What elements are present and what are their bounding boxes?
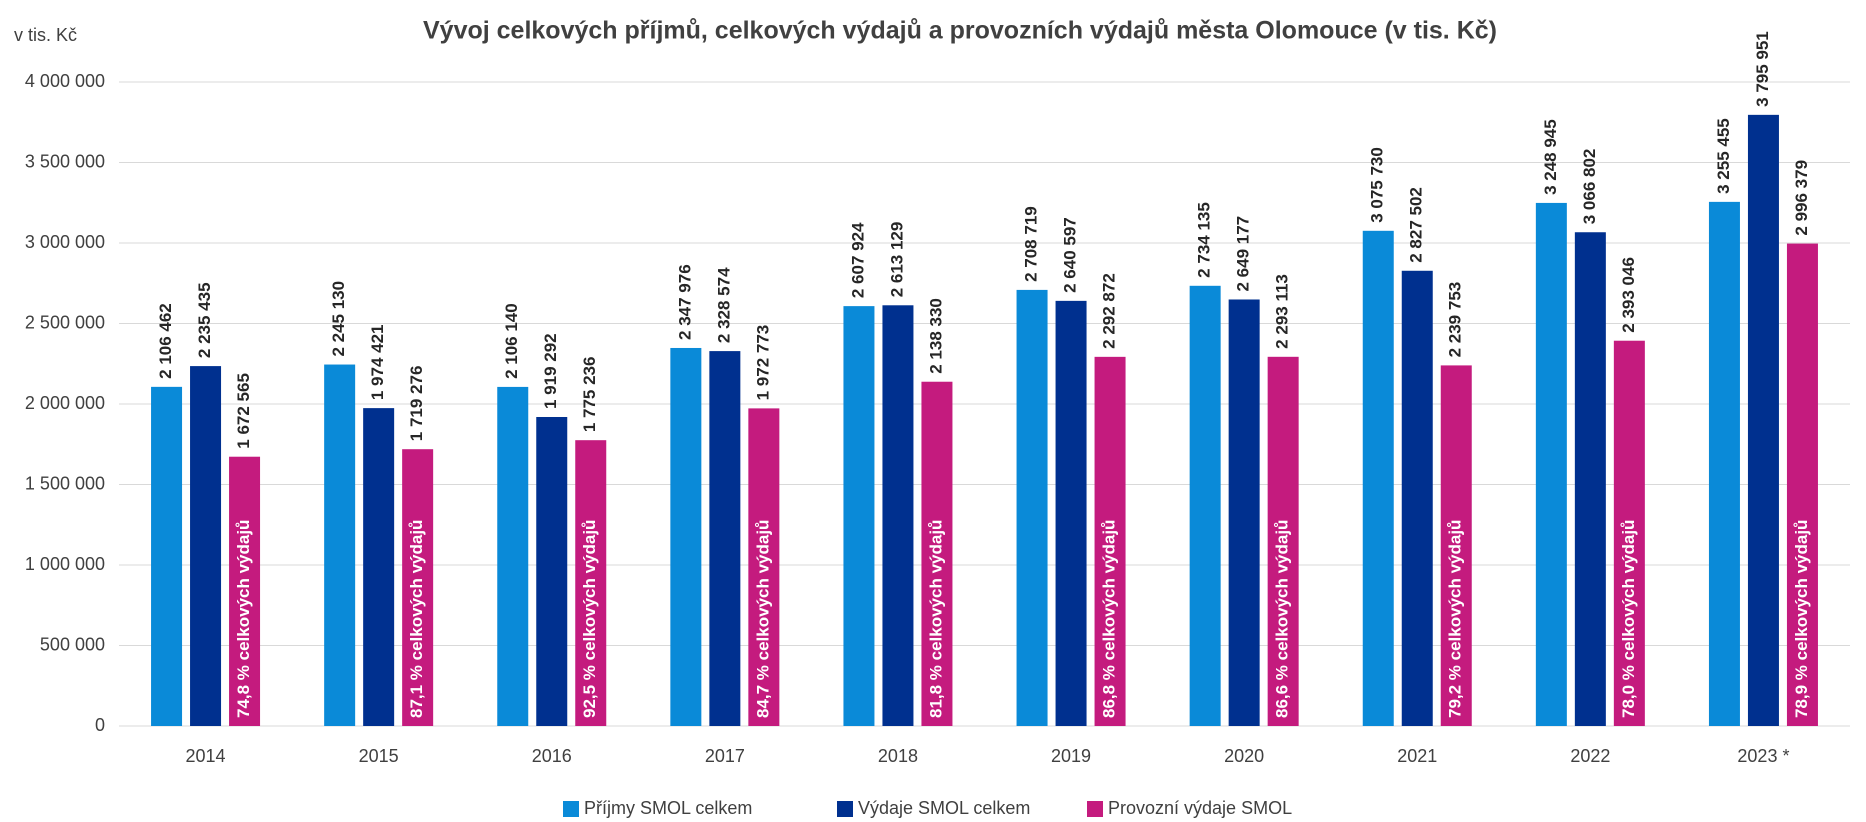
value-label: 2 607 924 <box>848 222 867 298</box>
y-tick-label: 3 500 000 <box>25 151 105 171</box>
bar <box>1440 365 1472 726</box>
x-tick-label: 2014 <box>186 746 226 766</box>
value-label: 2 239 753 <box>1446 282 1465 358</box>
x-tick-label: 2021 <box>1397 746 1437 766</box>
bar <box>1401 270 1433 726</box>
bar <box>1613 340 1645 726</box>
value-label: 3 066 802 <box>1580 149 1599 225</box>
x-tick-label: 2016 <box>532 746 572 766</box>
bar <box>497 386 529 726</box>
legend-label: Příjmy SMOL celkem <box>584 798 752 818</box>
value-label: 2 106 140 <box>502 303 521 379</box>
bar <box>748 408 780 726</box>
bar <box>363 408 395 726</box>
bar <box>1574 232 1606 726</box>
value-label: 2 393 046 <box>1619 257 1638 333</box>
y-tick-label: 1 000 000 <box>25 554 105 574</box>
value-label: 2 613 129 <box>887 222 906 298</box>
bar <box>190 366 222 726</box>
x-tick-label: 2019 <box>1051 746 1091 766</box>
bar-annotation: 86,8 % celkových výdajů <box>1100 520 1119 718</box>
bar <box>709 351 741 726</box>
y-tick-label: 4 000 000 <box>25 71 105 91</box>
bar <box>151 386 183 726</box>
bar-annotation: 74,8 % celkových výdajů <box>234 520 253 718</box>
value-label: 1 919 292 <box>541 333 560 409</box>
value-label: 2 235 435 <box>195 282 214 358</box>
value-label: 1 775 236 <box>580 357 599 433</box>
bar <box>843 306 875 726</box>
value-label: 2 734 135 <box>1195 202 1214 278</box>
bar <box>1094 356 1126 726</box>
y-tick-label: 2 000 000 <box>25 393 105 413</box>
value-label: 2 708 719 <box>1022 206 1041 282</box>
bar <box>402 449 434 726</box>
value-label: 3 075 730 <box>1368 147 1387 223</box>
bar <box>1535 202 1567 726</box>
value-label: 2 138 330 <box>926 298 945 374</box>
y-axis-label: v tis. Kč <box>14 25 77 45</box>
y-tick-label: 0 <box>95 715 105 735</box>
y-tick-label: 1 500 000 <box>25 473 105 493</box>
bar-annotation: 86,6 % celkových výdajů <box>1273 520 1292 718</box>
bar-annotation: 81,8 % celkových výdajů <box>926 520 945 718</box>
value-label: 3 255 455 <box>1714 118 1733 194</box>
value-label: 1 672 565 <box>234 373 253 449</box>
bar <box>1055 300 1087 726</box>
bar-annotation: 78,0 % celkových výdajů <box>1619 520 1638 718</box>
bar <box>1708 201 1740 726</box>
value-label: 2 292 872 <box>1100 273 1119 349</box>
bar <box>1362 230 1394 726</box>
legend-swatch <box>1087 801 1103 817</box>
bar <box>1786 243 1818 726</box>
value-label: 1 974 421 <box>368 324 387 400</box>
bar <box>1189 285 1221 726</box>
legend-label: Provozní výdaje SMOL <box>1108 798 1292 818</box>
value-label: 2 996 379 <box>1792 160 1811 236</box>
value-label: 2 293 113 <box>1273 274 1292 349</box>
bar <box>536 416 568 726</box>
value-label: 1 972 773 <box>753 325 772 401</box>
value-label: 3 248 945 <box>1541 119 1560 195</box>
legend-label: Výdaje SMOL celkem <box>858 798 1030 818</box>
value-label: 2 328 574 <box>714 267 733 343</box>
bar-annotation: 79,2 % celkových výdajů <box>1446 520 1465 718</box>
x-tick-label: 2023 * <box>1737 746 1789 766</box>
bar <box>882 305 914 726</box>
legend-swatch <box>837 801 853 817</box>
bar <box>229 456 261 726</box>
y-tick-label: 2 500 000 <box>25 312 105 332</box>
bar <box>1747 114 1779 727</box>
value-label: 2 827 502 <box>1407 187 1426 263</box>
x-tick-label: 2018 <box>878 746 918 766</box>
bar <box>1016 289 1048 726</box>
value-label: 2 640 597 <box>1061 217 1080 293</box>
bar-annotation: 84,7 % celkových výdajů <box>753 520 772 718</box>
value-label: 2 245 130 <box>329 281 348 357</box>
value-label: 1 719 276 <box>407 366 426 442</box>
bar-annotation: 78,9 % celkových výdajů <box>1792 520 1811 718</box>
x-tick-label: 2017 <box>705 746 745 766</box>
y-tick-label: 3 000 000 <box>25 232 105 252</box>
y-tick-label: 500 000 <box>40 634 105 654</box>
value-label: 3 795 951 <box>1753 31 1772 107</box>
value-label: 2 106 462 <box>156 303 175 379</box>
legend-swatch <box>563 801 579 817</box>
bar <box>324 364 356 726</box>
x-tick-label: 2022 <box>1570 746 1610 766</box>
bar <box>575 440 607 726</box>
value-label: 2 649 177 <box>1234 216 1253 292</box>
bar <box>921 381 953 726</box>
bar <box>670 347 702 726</box>
bar <box>1267 356 1299 726</box>
chart-title: Vývoj celkových příjmů, celkových výdajů… <box>423 17 1497 45</box>
bar-annotation: 87,1 % celkových výdajů <box>407 520 426 718</box>
x-tick-label: 2015 <box>359 746 399 766</box>
x-tick-label: 2020 <box>1224 746 1264 766</box>
bar-annotation: 92,5 % celkových výdajů <box>580 520 599 718</box>
bar <box>1228 299 1260 726</box>
value-label: 2 347 976 <box>675 264 694 340</box>
